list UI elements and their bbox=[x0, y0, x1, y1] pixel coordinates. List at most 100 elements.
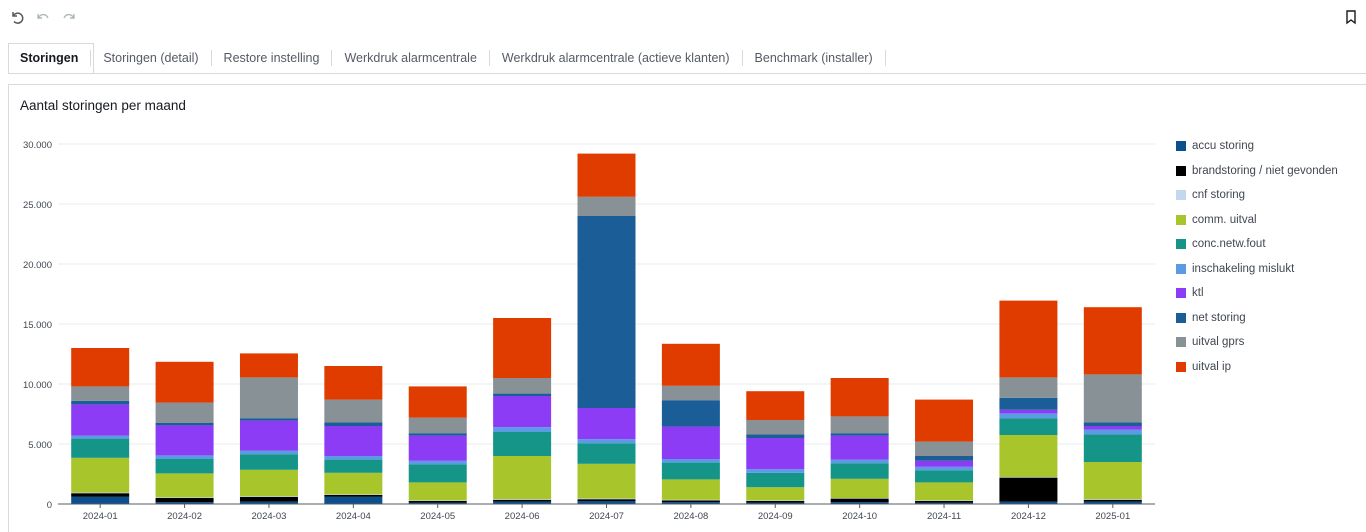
legend-item[interactable]: net storing bbox=[1176, 306, 1338, 331]
bar-segment bbox=[830, 502, 889, 504]
bar-segment bbox=[493, 427, 552, 432]
bar-segment bbox=[999, 397, 1058, 410]
bar-segment bbox=[1083, 429, 1142, 435]
bar-segment bbox=[746, 501, 805, 503]
tab-storingen-detail[interactable]: Storingen (detail) bbox=[90, 50, 212, 66]
bar-segment bbox=[999, 477, 1058, 478]
bar-segment bbox=[999, 377, 1058, 398]
tab-werkdruk-alarmcentrale-actieve-klanten[interactable]: Werkdruk alarmcentrale (actieve klanten) bbox=[490, 50, 743, 66]
tab-werkdruk-alarmcentrale[interactable]: Werkdruk alarmcentrale bbox=[332, 50, 490, 66]
bar-segment bbox=[155, 459, 214, 474]
legend-label: brandstoring / niet gevonden bbox=[1192, 164, 1338, 177]
bar-segment bbox=[1083, 374, 1142, 423]
bar-segment bbox=[155, 423, 214, 426]
bar-segment bbox=[830, 378, 889, 417]
legend-swatch bbox=[1176, 214, 1186, 225]
bar-segment bbox=[661, 462, 720, 480]
legend-item[interactable]: comm. uitval bbox=[1176, 208, 1338, 233]
bar-segment bbox=[408, 433, 467, 436]
bar-segment bbox=[493, 499, 552, 500]
x-tick-label: 2025-01 bbox=[1095, 511, 1130, 522]
bar-segment bbox=[1083, 499, 1142, 500]
bar-segment bbox=[493, 318, 552, 378]
bar-segment bbox=[408, 435, 467, 461]
bar-segment bbox=[324, 366, 383, 400]
bar-segment bbox=[999, 477, 1058, 502]
bar-segment bbox=[577, 439, 636, 444]
bar-segment bbox=[493, 393, 552, 396]
legend-label: uitval ip bbox=[1192, 360, 1231, 373]
tab-bar: Storingen Storingen (detail) Restore ins… bbox=[8, 44, 886, 73]
legend-item[interactable]: uitval gprs bbox=[1176, 330, 1338, 355]
legend-swatch bbox=[1176, 141, 1186, 152]
legend-swatch bbox=[1176, 312, 1186, 323]
legend-item[interactable]: brandstoring / niet gevonden bbox=[1176, 159, 1338, 184]
bar-segment bbox=[746, 487, 805, 501]
tab-restore-instelling[interactable]: Restore instelling bbox=[212, 50, 333, 66]
bar-segment bbox=[746, 469, 805, 473]
bar-segment bbox=[577, 501, 636, 504]
bar-segment bbox=[915, 466, 974, 471]
bar-segment bbox=[71, 348, 130, 387]
bar-segment bbox=[239, 496, 298, 497]
bar-segment bbox=[830, 498, 889, 499]
bar-segment bbox=[577, 499, 636, 501]
undo-icon[interactable] bbox=[8, 8, 26, 26]
bar-segment bbox=[408, 417, 467, 434]
legend-swatch bbox=[1176, 239, 1186, 250]
legend-swatch bbox=[1176, 288, 1186, 299]
bar-segment bbox=[746, 434, 805, 438]
x-tick-label: 2024-07 bbox=[589, 511, 624, 522]
legend-swatch bbox=[1176, 190, 1186, 201]
x-tick-label: 2024-08 bbox=[673, 511, 708, 522]
bar-segment bbox=[915, 501, 974, 503]
bar-segment bbox=[155, 497, 214, 498]
legend-item[interactable]: ktl bbox=[1176, 281, 1338, 306]
bar-segment bbox=[324, 494, 383, 495]
tab-divider bbox=[8, 73, 1366, 74]
bar-segment bbox=[915, 441, 974, 456]
legend-item[interactable]: accu storing bbox=[1176, 134, 1338, 159]
bar-segment bbox=[155, 473, 214, 498]
bar-segment bbox=[577, 196, 636, 216]
bar-segment bbox=[239, 469, 298, 497]
bar-segment bbox=[71, 435, 130, 439]
bar-segment bbox=[577, 498, 636, 500]
tab-storingen[interactable]: Storingen bbox=[20, 51, 79, 65]
x-tick-label: 2024-11 bbox=[927, 511, 961, 522]
bar-segment bbox=[577, 463, 636, 499]
legend-item[interactable]: inschakeling mislukt bbox=[1176, 257, 1338, 282]
bar-segment bbox=[830, 478, 889, 498]
bar-segment bbox=[493, 456, 552, 500]
bar-segment bbox=[408, 464, 467, 483]
x-tick-label: 2024-02 bbox=[167, 511, 202, 522]
bar-segment bbox=[661, 502, 720, 504]
bar-segment bbox=[915, 470, 974, 483]
bar-segment bbox=[1083, 434, 1142, 462]
legend-item[interactable]: uitval ip bbox=[1176, 355, 1338, 380]
x-tick-label: 2024-06 bbox=[505, 511, 540, 522]
bar-segment bbox=[915, 500, 974, 501]
bar-segment bbox=[577, 153, 636, 197]
legend-item[interactable]: cnf storing bbox=[1176, 183, 1338, 208]
bar-segment bbox=[915, 399, 974, 442]
bar-segment bbox=[324, 472, 383, 495]
legend-item[interactable]: conc.netw.fout bbox=[1176, 232, 1338, 257]
forward-icon[interactable] bbox=[60, 8, 78, 26]
tab-benchmark-installer[interactable]: Benchmark (installer) bbox=[743, 50, 886, 66]
bar-segment bbox=[577, 443, 636, 464]
bar-segment bbox=[324, 495, 383, 497]
bar-segment bbox=[577, 408, 636, 440]
back-icon[interactable] bbox=[34, 8, 52, 26]
bar-segment bbox=[661, 479, 720, 500]
bar-segment bbox=[1083, 307, 1142, 375]
y-tick-label: 30.000 bbox=[23, 140, 52, 151]
bookmark-icon[interactable] bbox=[1342, 8, 1360, 26]
bar-segment bbox=[408, 482, 467, 501]
bar-segment bbox=[155, 361, 214, 403]
bar-segment bbox=[1083, 499, 1142, 502]
legend-label: accu storing bbox=[1192, 140, 1255, 153]
legend-label: inschakeling mislukt bbox=[1192, 262, 1295, 275]
bar-segment bbox=[155, 402, 214, 423]
